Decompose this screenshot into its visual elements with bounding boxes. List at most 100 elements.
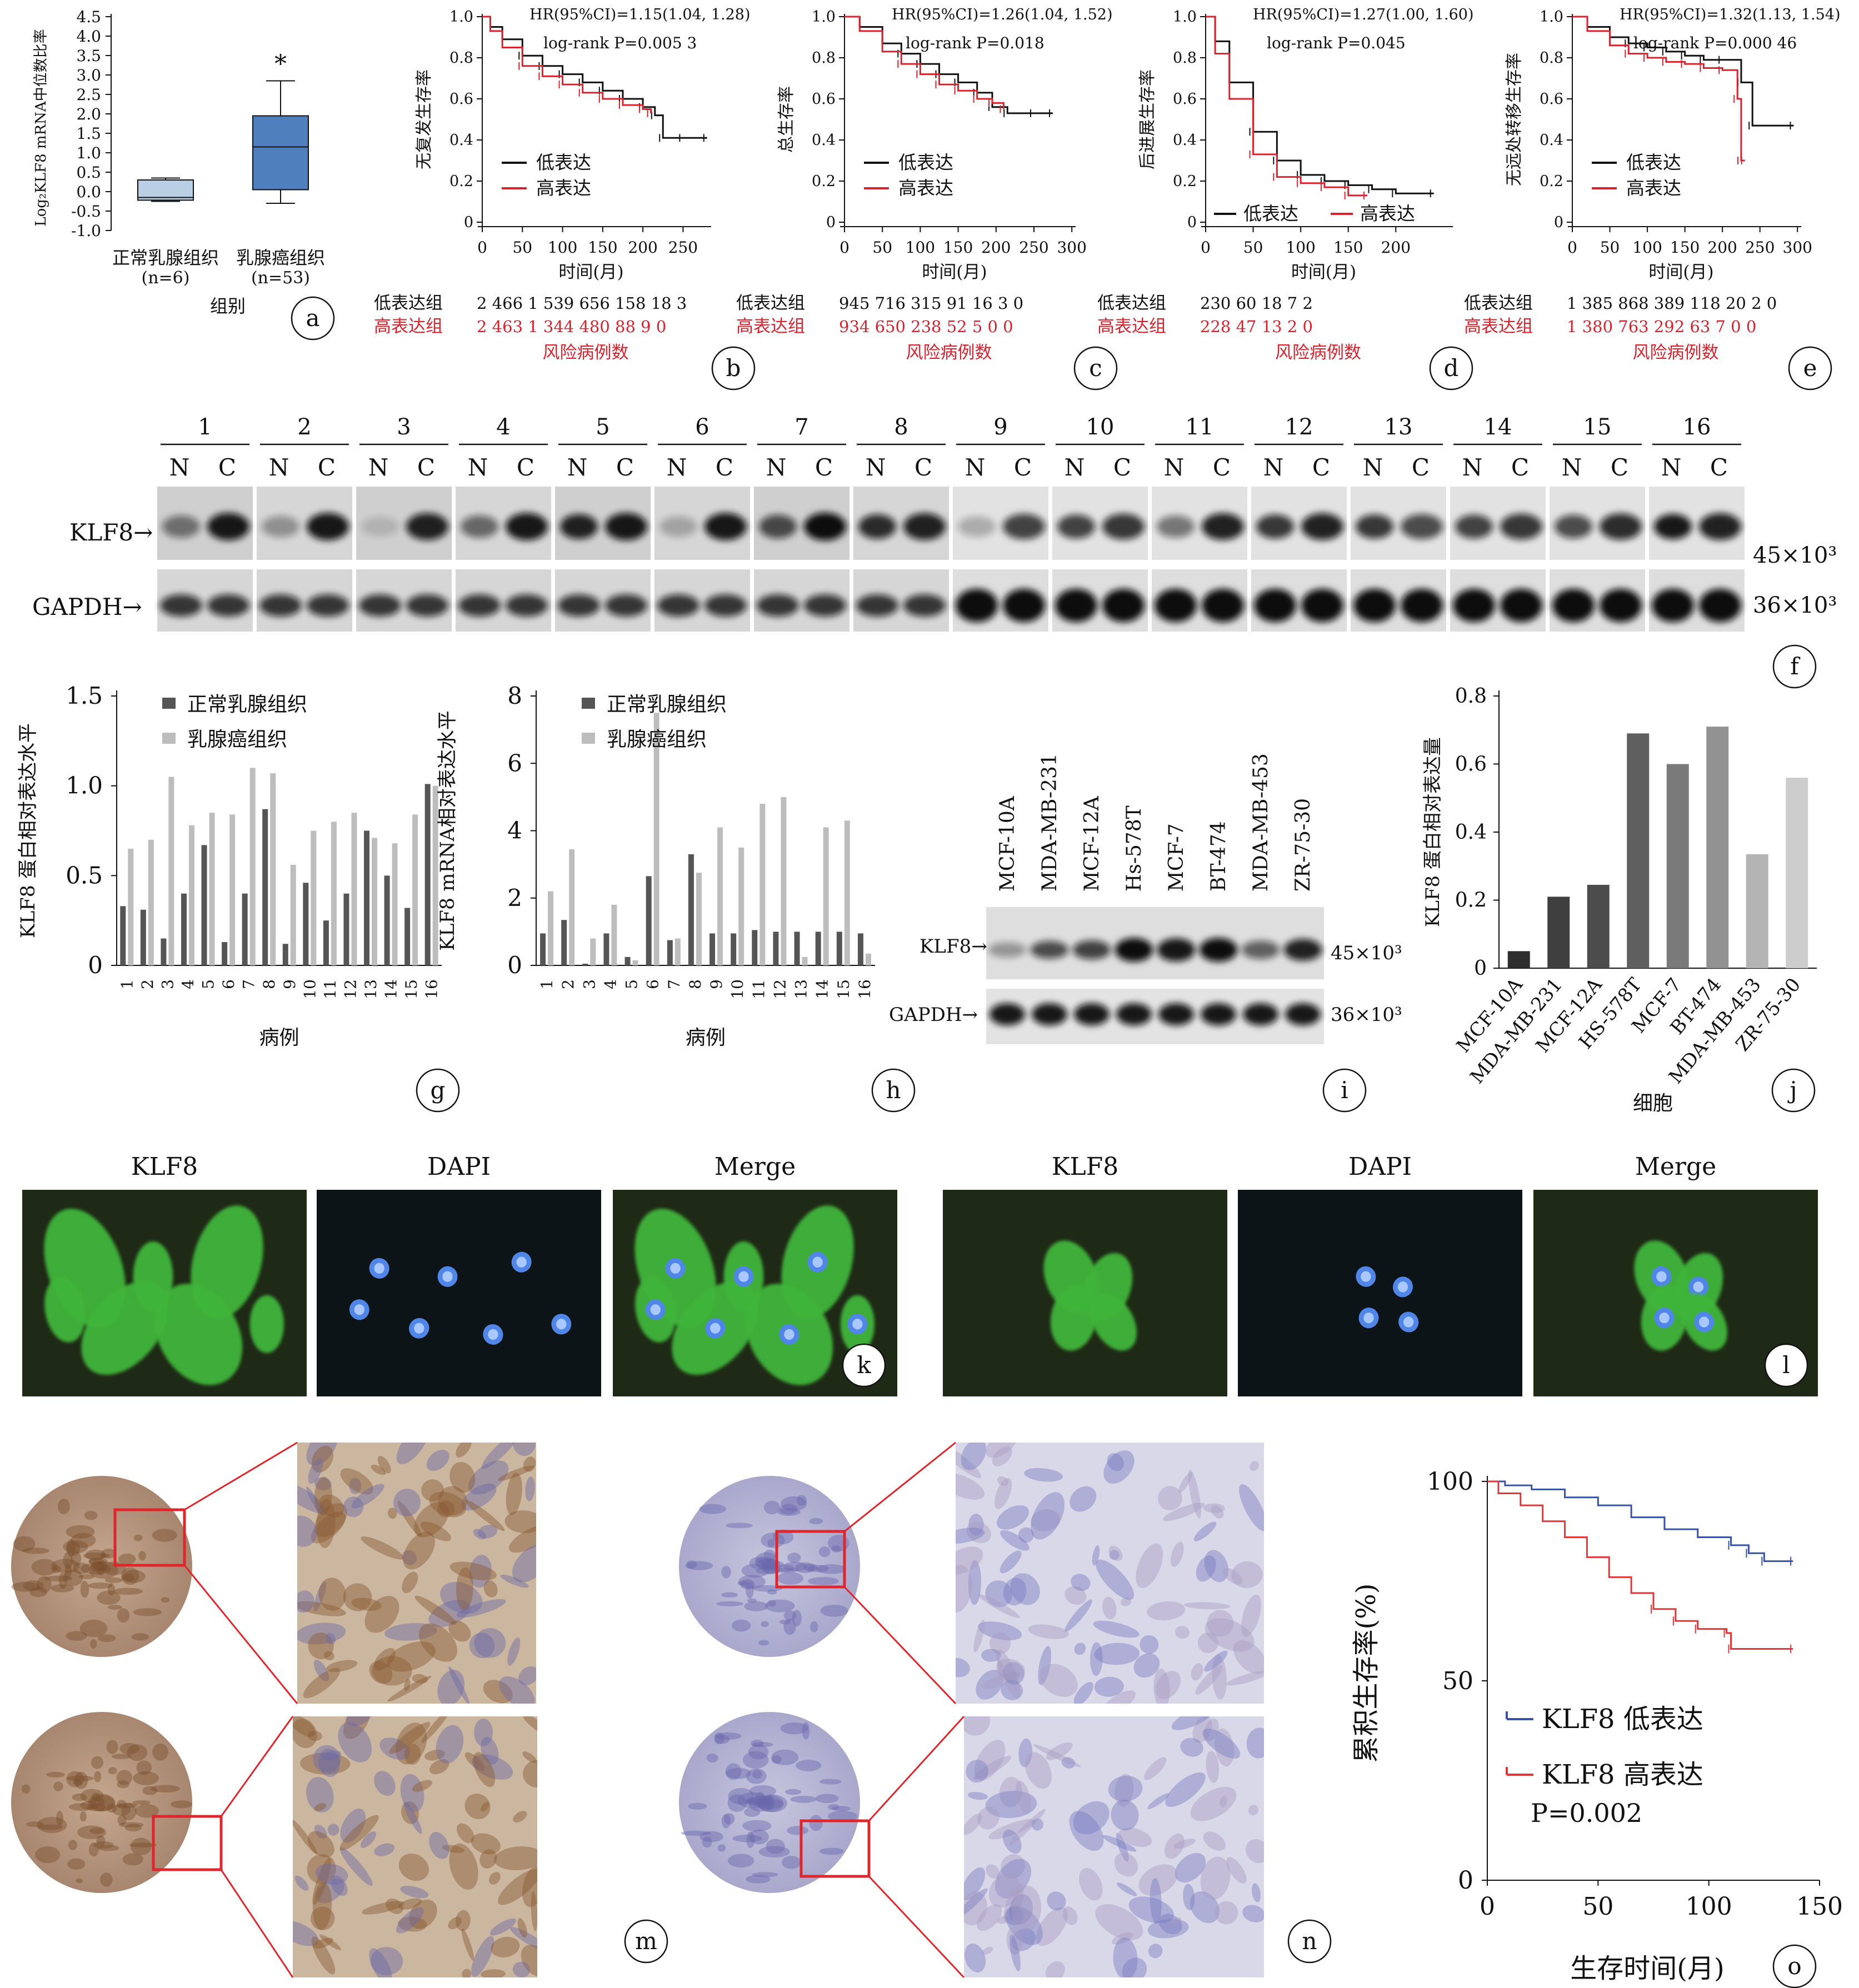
tissue-cell — [1215, 1728, 1235, 1767]
panel-letter-text: i — [1341, 1076, 1348, 1104]
x-tick-label: 10 — [728, 979, 747, 999]
tissue-cell — [1206, 1751, 1220, 1783]
blot-band — [1254, 589, 1296, 622]
panel-letter-text: n — [1302, 1927, 1317, 1955]
tma-texture — [73, 1563, 90, 1574]
tma-texture — [832, 1806, 851, 1811]
green-cell — [133, 1241, 173, 1312]
tissue-cell — [964, 1716, 991, 1736]
tissue-cell — [1147, 1793, 1170, 1809]
tma-texture — [758, 1640, 769, 1646]
tma-texture — [726, 1523, 753, 1529]
tissue-cell — [440, 1581, 483, 1614]
legend-label: 乳腺癌组织 — [187, 728, 287, 751]
x-axis-label: 时间(月) — [1648, 262, 1713, 282]
lane-sub-C: C — [1412, 454, 1430, 481]
tissue-cell — [1248, 1805, 1259, 1816]
tissue-cell — [297, 1601, 346, 1616]
tma-texture — [86, 1804, 106, 1811]
ihc-texture — [956, 1443, 1264, 1704]
bar-normal — [752, 930, 758, 965]
lane-sub-C: C — [616, 454, 634, 481]
tissue-cell — [306, 1777, 334, 1813]
tissue-cell — [339, 1815, 379, 1851]
y-axis-label: KLF8 mRNA相对表达水平 — [437, 710, 459, 951]
tissue-cell — [326, 1660, 358, 1672]
blot-band — [1074, 1003, 1110, 1025]
tissue-cell — [360, 1831, 377, 1849]
y-tick-label: 1.0 — [66, 772, 103, 799]
tissue-cell — [493, 1846, 537, 1870]
lane-number: 9 — [993, 414, 1007, 440]
tissue-cell — [324, 1651, 334, 1661]
tma-texture — [79, 1811, 87, 1822]
tma-texture — [782, 1856, 801, 1869]
tma-texture — [764, 1599, 795, 1613]
nucleus-core — [414, 1323, 424, 1334]
tissue-cell — [395, 1722, 427, 1765]
tissue-cell — [421, 1479, 444, 1501]
tma-texture — [681, 1830, 712, 1836]
blot-band — [1199, 938, 1238, 962]
tissue-cell — [312, 1882, 332, 1930]
x-tick-label: 15 — [402, 979, 421, 999]
tma-texture — [37, 1824, 63, 1830]
tissue-cell — [1242, 1905, 1264, 1922]
bar-normal — [343, 893, 349, 965]
blot-band — [958, 516, 996, 537]
tma-texture — [796, 1759, 822, 1771]
tma-texture — [51, 1559, 80, 1573]
blot-band — [1102, 513, 1145, 540]
tma-texture — [758, 1794, 787, 1812]
tissue-cell — [412, 1674, 428, 1684]
tma-texture — [748, 1796, 773, 1812]
bar-cancer — [653, 713, 659, 965]
green-cell — [1050, 1285, 1097, 1351]
bar-cancer — [188, 825, 194, 965]
blot-band — [207, 594, 249, 617]
lane-label: Hs-578T — [1123, 805, 1146, 892]
tissue-cell — [1031, 1492, 1065, 1540]
tma-texture — [98, 1566, 108, 1572]
tissue-cell — [449, 1461, 476, 1493]
tissue-cell — [307, 1854, 336, 1884]
lane-sub-N: N — [667, 454, 687, 481]
bar-cancer — [823, 827, 829, 965]
tissue-cell — [1165, 1772, 1206, 1807]
tissue-cell — [397, 1500, 422, 1537]
nucleus-core — [784, 1329, 794, 1340]
tma-texture — [66, 1631, 87, 1641]
tma-texture — [170, 1800, 193, 1809]
bar-cancer — [844, 820, 850, 965]
bar-normal — [646, 876, 652, 965]
risk-row-values: 1 380 763 292 63 7 0 0 — [1567, 317, 1756, 336]
tissue-cell — [414, 1595, 457, 1625]
tissue-cell — [393, 1489, 421, 1517]
tissue-cell — [956, 1565, 972, 1613]
tissue-cell — [976, 1670, 1003, 1700]
tma-texture — [754, 1792, 766, 1807]
tissue-cell — [1171, 1716, 1215, 1730]
ihc-background — [297, 1443, 536, 1704]
tma-texture — [116, 1770, 133, 1785]
x-tick-label: 250 — [668, 238, 698, 257]
tma-texture — [754, 1552, 778, 1570]
tissue-cell — [997, 1916, 1009, 1924]
tma-texture — [142, 1786, 158, 1795]
bar-cancer — [759, 804, 766, 965]
tissue-cell — [1250, 1460, 1259, 1471]
y-tick-label: 4 — [507, 817, 522, 844]
tissue-cell — [471, 1936, 494, 1977]
tissue-cell — [1113, 1937, 1138, 1977]
tma-texture — [815, 1794, 839, 1803]
y-tick-label: 0.8 — [812, 49, 836, 67]
lane-number: 14 — [1484, 414, 1512, 440]
cells — [44, 1205, 284, 1385]
tma-texture — [67, 1858, 86, 1870]
bar-cancer — [548, 891, 554, 965]
ihc-background — [956, 1443, 1264, 1704]
panel-letter-circle — [842, 1343, 886, 1388]
tissue-cell — [297, 1515, 317, 1547]
tma-texture — [751, 1742, 773, 1747]
x-tick-label: 0 — [1201, 238, 1211, 257]
